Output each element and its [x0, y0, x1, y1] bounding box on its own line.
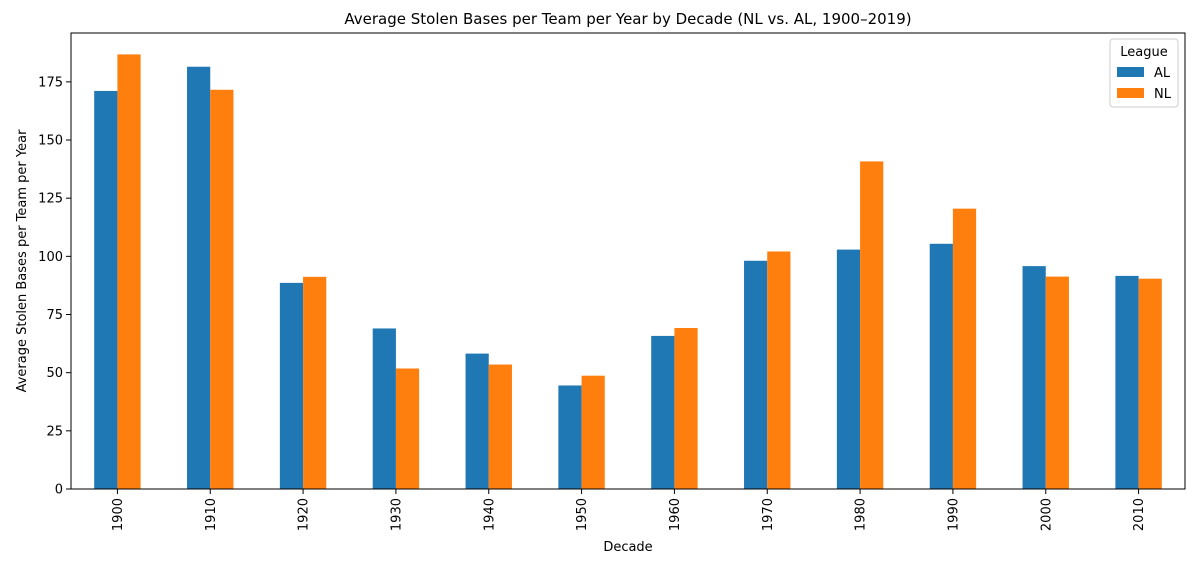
x-tick-label-1900: 1900	[111, 498, 126, 531]
legend-label-al: AL	[1154, 66, 1171, 81]
y-tick-label-100: 100	[38, 250, 63, 265]
legend-title: League	[1120, 45, 1167, 60]
x-tick-label-2000: 2000	[1039, 498, 1054, 531]
y-axis-label: Average Stolen Bases per Team per Year	[15, 129, 30, 392]
axes: 0 25 50 75 100 125 150 175 1900 1910 1920 1930 1940 1…	[38, 32, 1186, 531]
x-tick-label-1990: 1990	[946, 498, 961, 531]
y-tick-label-0: 0	[55, 483, 63, 498]
bar-al-1920	[279, 282, 304, 489]
legend: League AL NL	[1109, 38, 1179, 108]
x-tick-label-1920: 1920	[297, 498, 312, 531]
y-tick-label-50: 50	[46, 366, 63, 381]
x-tick-label-1940: 1940	[482, 498, 497, 531]
bar-al-1940	[465, 353, 489, 489]
bar-nl-1960	[674, 328, 698, 489]
x-tick-label-1910: 1910	[204, 498, 219, 531]
bar-al-1900	[94, 90, 118, 490]
bar-nl-1940	[488, 364, 512, 489]
bar-al-1990	[929, 243, 953, 489]
bar-al-1970	[744, 260, 768, 489]
bar-al-1980	[836, 249, 861, 489]
legend-label-nl: NL	[1154, 87, 1172, 102]
bar-nl-1980	[860, 161, 884, 489]
bar-al-2010	[1115, 275, 1139, 489]
bar-al-2000	[1022, 266, 1046, 489]
bar-nl-1930	[395, 368, 420, 489]
bar-nl-1920	[303, 276, 327, 489]
y-tick-label-75: 75	[46, 308, 63, 323]
chart-title: Average Stolen Bases per Team per Year b…	[344, 10, 911, 28]
y-tick-label-125: 125	[38, 192, 63, 207]
bar-al-1960	[651, 335, 675, 489]
bar-nl-1900	[117, 54, 141, 489]
bar-al-1930	[372, 328, 396, 489]
bar-al-1910	[187, 66, 211, 490]
y-tick-label-25: 25	[46, 424, 63, 439]
x-tick-label-1980: 1980	[854, 498, 869, 531]
bar-nl-1910	[210, 89, 234, 490]
plot-area	[94, 54, 1162, 490]
bar-al-1950	[558, 385, 582, 489]
x-tick-label-1950: 1950	[575, 498, 590, 531]
bar-nl-1990	[952, 208, 977, 489]
bar-nl-2010	[1138, 278, 1162, 489]
legend-swatch-al	[1117, 67, 1144, 77]
x-tick-label-2010: 2010	[1132, 498, 1147, 531]
x-tick-label-1960: 1960	[668, 498, 683, 531]
axes-frame	[70, 32, 1186, 490]
bar-nl-2000	[1045, 276, 1069, 489]
x-tick-label-1930: 1930	[389, 498, 404, 531]
bar-nl-1970	[767, 251, 791, 489]
bar-nl-1950	[581, 375, 605, 489]
y-tick-label-175: 175	[38, 75, 63, 90]
x-axis-label: Decade	[603, 540, 652, 555]
y-tick-label-150: 150	[38, 134, 63, 149]
x-tick-label-1970: 1970	[761, 498, 776, 531]
legend-swatch-nl	[1117, 88, 1144, 98]
